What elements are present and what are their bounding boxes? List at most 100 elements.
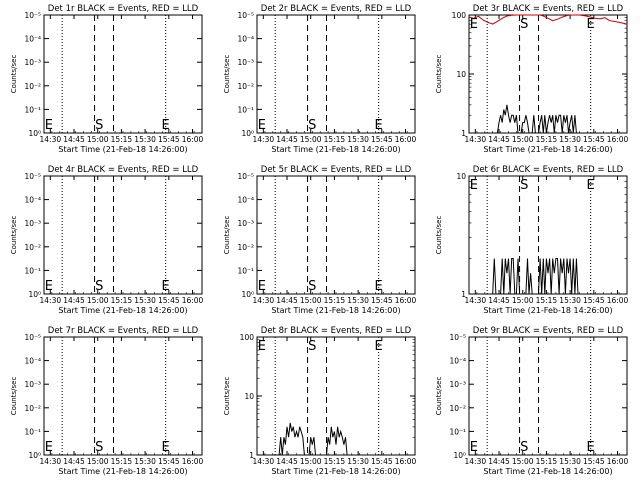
x-tick-label: 15:45 <box>371 457 393 466</box>
plot-frame <box>43 175 203 295</box>
y-tick-label: 10⁰ <box>453 451 466 460</box>
y-tick-label: 10⁻⁴ <box>237 35 254 44</box>
data-series-2 <box>496 104 577 134</box>
plot-frame <box>468 175 628 295</box>
x-axis-label: Start Time (21-Feb-18 14:26:00) <box>483 306 612 315</box>
y-tick-label: 10⁻⁴ <box>24 357 41 366</box>
y-tick-label: 1 <box>249 451 254 460</box>
y-axis-label: Counts/sec <box>10 55 18 94</box>
data-series-1 <box>468 14 628 25</box>
x-tick-label: 14:30 <box>465 457 487 466</box>
y-tick-label: 10⁻³ <box>24 58 41 67</box>
y-tick-label: 10⁻³ <box>449 380 466 389</box>
chart-panel-9: Det 9r BLACK = Events, RED = LLD Start Ti… <box>435 326 629 476</box>
marker-label-e: E <box>587 178 595 193</box>
marker-label-e: E <box>587 17 595 32</box>
x-tick-label: 14:30 <box>253 296 275 305</box>
chart-panel-4: Det 4r BLACK = Events, RED = LLD Start Ti… <box>10 165 204 315</box>
marker-label-e: E <box>375 279 383 294</box>
marker-label-s: S <box>95 118 103 133</box>
y-tick-label: 10⁻¹ <box>237 266 254 275</box>
x-tick-label: 15:45 <box>583 457 605 466</box>
y-tick-label: 10⁻³ <box>24 219 41 228</box>
marker-label-e: E <box>162 279 170 294</box>
x-tick-label: 15:45 <box>158 296 180 305</box>
x-tick-label: 15:30 <box>559 457 581 466</box>
chart-title: Det 3r BLACK = Events, RED = LLD <box>473 4 624 14</box>
chart-panel-2: Det 2r BLACK = Events, RED = LLD Start Ti… <box>223 4 417 154</box>
x-tick-label: 14:45 <box>276 457 298 466</box>
chart-panel-3: Det 3r BLACK = Events, RED = LLD Start Ti… <box>435 4 629 154</box>
x-tick-label: 14:30 <box>40 296 62 305</box>
y-tick-label: 10⁻² <box>237 82 254 91</box>
x-tick-label: 14:45 <box>276 296 298 305</box>
x-tick-label: 15:15 <box>111 457 133 466</box>
y-tick-label: 10⁰ <box>28 290 41 299</box>
x-tick-label: 15:00 <box>512 457 534 466</box>
x-tick-label: 15:30 <box>559 135 581 144</box>
x-tick-label: 16:00 <box>395 457 417 466</box>
marker-label-s: S <box>520 440 528 455</box>
x-tick-label: 14:45 <box>488 457 510 466</box>
marker-label-e: E <box>45 279 53 294</box>
y-tick-label: 1 <box>461 129 466 138</box>
y-tick-label: 10⁰ <box>241 129 254 138</box>
y-tick-label: 100 <box>452 11 467 20</box>
marker-label-s: S <box>520 17 528 32</box>
y-tick-label: 10⁰ <box>28 451 41 460</box>
data-series-1 <box>492 258 579 295</box>
plot-frame <box>256 14 416 134</box>
y-tick-label: 10⁻³ <box>237 219 254 228</box>
x-tick-label: 15:30 <box>347 135 369 144</box>
plot-frame <box>468 14 628 134</box>
y-tick-label: 10⁻¹ <box>449 427 466 436</box>
y-tick-label: 10⁻⁵ <box>237 172 254 181</box>
marker-label-e: E <box>258 118 266 133</box>
plot-frame <box>256 175 416 295</box>
y-axis-label: Counts/sec <box>435 55 443 94</box>
y-tick-label: 10⁰ <box>241 290 254 299</box>
marker-label-e: E <box>45 440 53 455</box>
y-tick-label: 10⁻⁴ <box>24 196 41 205</box>
y-tick-label: 10⁻⁴ <box>449 357 466 366</box>
y-tick-label: 10⁻¹ <box>24 105 41 114</box>
marker-label-e: E <box>470 17 478 32</box>
x-axis-label: Start Time (21-Feb-18 14:26:00) <box>483 145 612 154</box>
x-tick-label: 16:00 <box>182 457 204 466</box>
y-tick-label: 10⁻⁵ <box>237 11 254 20</box>
marker-label-e: E <box>470 440 478 455</box>
x-tick-label: 15:15 <box>111 296 133 305</box>
x-tick-label: 15:15 <box>536 135 558 144</box>
x-tick-label: 15:00 <box>300 457 322 466</box>
y-tick-label: 100 <box>240 333 255 342</box>
chart-panel-8: Det 8r BLACK = Events, RED = LLD Start Ti… <box>223 326 417 476</box>
x-tick-label: 14:30 <box>40 457 62 466</box>
x-tick-label: 14:45 <box>276 135 298 144</box>
plot-frame <box>468 336 628 456</box>
x-tick-label: 15:15 <box>324 296 346 305</box>
y-tick-label: 10⁻² <box>237 243 254 252</box>
x-tick-label: 14:30 <box>253 457 275 466</box>
x-tick-label: 16:00 <box>395 135 417 144</box>
y-tick-label: 10⁻¹ <box>24 266 41 275</box>
plot-frame <box>43 14 203 134</box>
marker-label-s: S <box>308 279 316 294</box>
y-tick-label: 10 <box>456 70 466 79</box>
x-tick-label: 15:15 <box>324 135 346 144</box>
y-tick-label: 10 <box>244 392 254 401</box>
chart-title: Det 9r BLACK = Events, RED = LLD <box>473 326 624 336</box>
y-tick-label: 10⁻⁵ <box>24 11 41 20</box>
x-tick-label: 14:45 <box>63 296 85 305</box>
y-tick-label: 10⁰ <box>28 129 41 138</box>
marker-label-e: E <box>258 279 266 294</box>
y-tick-label: 10⁻⁴ <box>237 196 254 205</box>
x-tick-label: 15:45 <box>158 457 180 466</box>
x-axis-label: Start Time (21-Feb-18 14:26:00) <box>483 467 612 476</box>
chart-title: Det 4r BLACK = Events, RED = LLD <box>48 165 199 175</box>
y-tick-label: 10⁻³ <box>237 58 254 67</box>
chart-title: Det 6r BLACK = Events, RED = LLD <box>473 165 624 175</box>
x-tick-label: 14:30 <box>465 296 487 305</box>
plot-frame <box>43 336 203 456</box>
x-tick-label: 15:30 <box>347 296 369 305</box>
